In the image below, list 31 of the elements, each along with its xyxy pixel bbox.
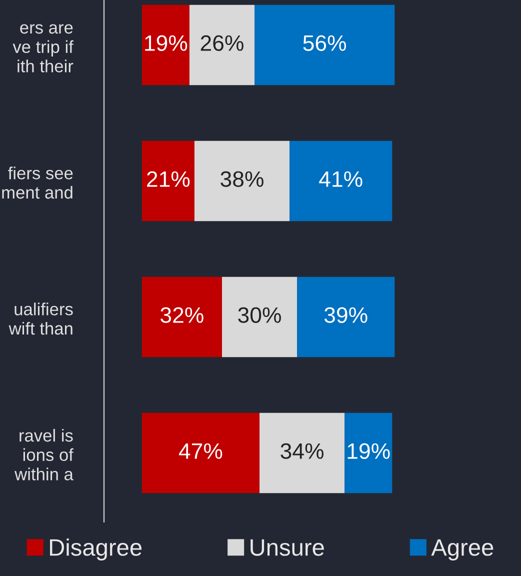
legend-label: Disagree [50,538,142,561]
bar [254,4,395,86]
bar [189,4,255,86]
legend-label: Agree [431,539,494,561]
bar [297,276,395,358]
data-label: 47% [178,443,222,459]
y-tick-label: ers are ve trip if ith their [12,24,74,72]
data-label: 56% [303,35,346,51]
bar [142,140,194,222]
data-label: 32% [160,307,204,323]
bar [290,140,392,222]
data-label: 26% [200,35,244,51]
data-label: 39% [324,307,368,323]
data-label: 19% [348,443,390,459]
data-label: 34% [280,443,324,459]
y-tick-label: ravel is ions of within a [14,428,74,480]
bar [142,276,222,358]
bar [222,276,298,358]
bar [260,412,345,494]
y-tick-label: fiers see ment and [2,166,73,199]
data-label: 30% [238,307,281,323]
bar [344,412,392,494]
data-label: 38% [220,171,264,187]
y-tick-label: ualifiers wift than [8,302,73,335]
bar [142,412,260,494]
data-label: 19% [145,35,188,51]
bar [142,4,190,86]
bar [194,140,290,222]
data-label: 21% [147,171,190,187]
data-label: 41% [319,171,362,187]
legend-label: Unsure [250,539,324,556]
